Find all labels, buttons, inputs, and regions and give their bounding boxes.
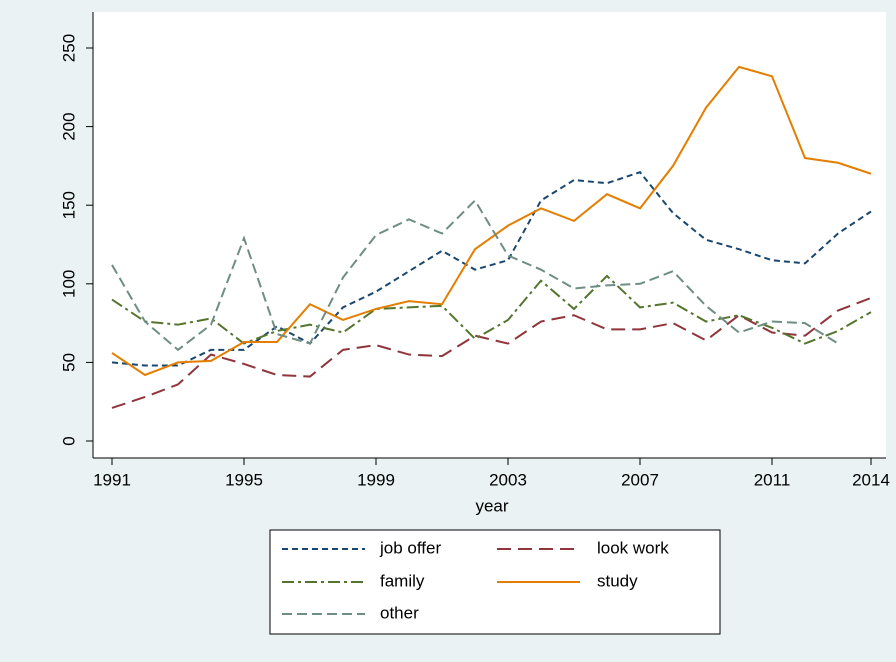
x-axis-title: year: [475, 496, 508, 515]
x-tick-label: 2003: [489, 470, 527, 489]
series-line: [111, 198, 839, 352]
x-tick-label: 1991: [93, 470, 131, 489]
y-tick-label: 250: [59, 34, 78, 62]
y-tick-label: 0: [59, 436, 78, 445]
y-tick-label: 100: [59, 270, 78, 298]
x-tick-label: 2011: [754, 470, 791, 489]
x-tick-label: 2014: [852, 470, 890, 489]
x-tick-label: 1999: [357, 470, 395, 489]
series-line: [111, 65, 872, 377]
x-tick-label: 2007: [621, 470, 659, 489]
plot-area: [93, 12, 886, 458]
y-tick-label: 200: [59, 112, 78, 140]
y-tick-label: 50: [59, 353, 78, 372]
y-tick-label: 150: [59, 191, 78, 219]
legend-label: job offer: [379, 538, 441, 557]
legend-label: look work: [597, 538, 669, 557]
x-tick-label: 1995: [225, 470, 263, 489]
legend-label: study: [597, 571, 638, 590]
legend-label: other: [380, 603, 419, 622]
series-line: [111, 274, 872, 345]
series-line: [111, 171, 872, 367]
legend-label: family: [380, 571, 425, 590]
